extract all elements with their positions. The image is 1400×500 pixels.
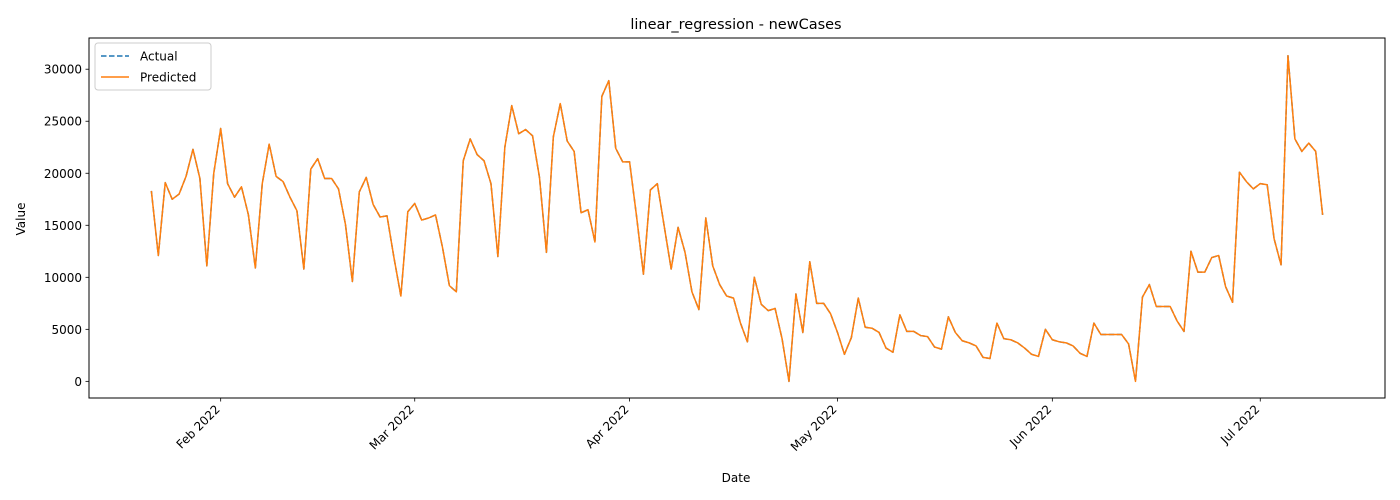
legend: Actual Predicted	[94, 42, 212, 91]
y-tick-label: 10000	[44, 271, 82, 285]
chart-title: linear_regression - newCases	[630, 17, 841, 33]
plot-area-frame	[88, 37, 1386, 399]
y-axis-label: Value	[14, 203, 28, 236]
y-tick-label: 15000	[44, 219, 82, 233]
y-tick-label: 5000	[51, 323, 82, 337]
y-tick-label: 0	[74, 375, 82, 389]
y-tick-label: 30000	[44, 63, 82, 77]
legend-label-predicted: Predicted	[140, 71, 196, 85]
legend-box	[94, 42, 212, 91]
y-axis: 0 5000 10000 15000 20000 25000 30000	[44, 63, 89, 389]
series-layer	[150, 54, 1324, 383]
y-tick-label: 20000	[44, 167, 82, 181]
x-axis-label: Date	[722, 471, 751, 485]
legend-label-actual: Actual	[140, 50, 178, 64]
y-tick-label: 25000	[44, 115, 82, 129]
series-line-predicted	[150, 54, 1324, 383]
